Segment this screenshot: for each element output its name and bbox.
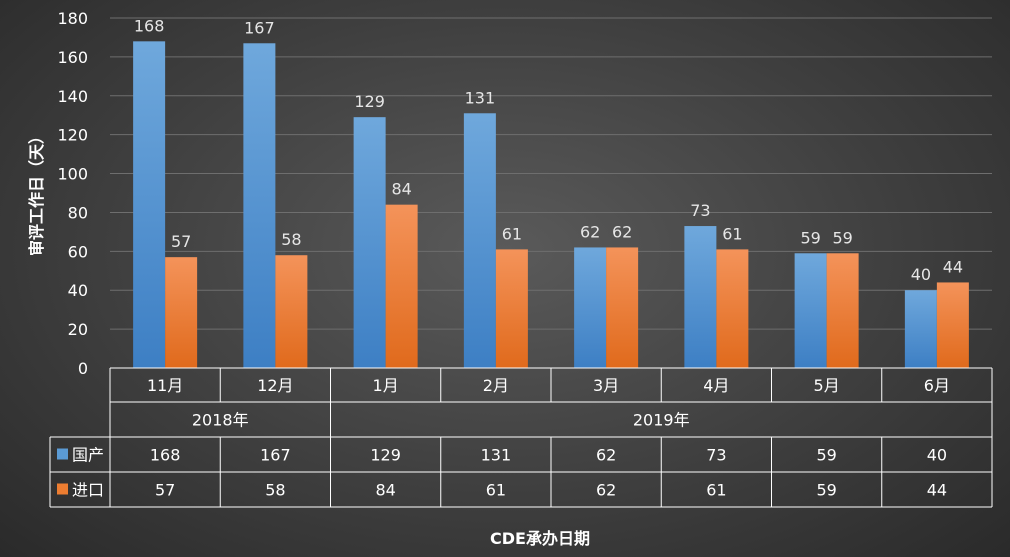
bar bbox=[243, 43, 276, 369]
y-tick-label: 20 bbox=[68, 320, 88, 339]
y-tick-label: 180 bbox=[57, 9, 88, 28]
bar bbox=[133, 41, 166, 368]
y-axis: 0 20 40 60 80 100 120 140 160 180 bbox=[57, 9, 88, 378]
category-label: 11月 bbox=[147, 376, 183, 395]
bar bbox=[904, 290, 937, 368]
category-label: 12月 bbox=[257, 376, 293, 395]
bar bbox=[385, 204, 418, 368]
data-label: 61 bbox=[502, 224, 522, 243]
bar bbox=[353, 117, 386, 369]
category-label: 2月 bbox=[483, 376, 509, 395]
table-cell: 40 bbox=[927, 446, 947, 465]
data-labels: 168 57 167 58 129 84 131 61 62 62 73 61 59 59 40 44 bbox=[134, 16, 963, 284]
data-label: 62 bbox=[580, 222, 600, 241]
table-cell: 59 bbox=[816, 446, 836, 465]
gridlines bbox=[110, 17, 992, 330]
table-cell: 73 bbox=[706, 446, 726, 465]
data-label: 40 bbox=[911, 265, 931, 284]
bar bbox=[606, 247, 639, 368]
data-label: 59 bbox=[800, 228, 820, 247]
category-label: 3月 bbox=[593, 376, 619, 395]
data-label: 59 bbox=[832, 228, 852, 247]
y-tick-label: 100 bbox=[57, 165, 88, 184]
table-cell: 57 bbox=[155, 481, 175, 500]
legend-key bbox=[57, 483, 68, 495]
table-cell: 61 bbox=[706, 481, 726, 500]
bar bbox=[275, 255, 308, 368]
data-label: 167 bbox=[244, 18, 275, 37]
y-tick-label: 120 bbox=[57, 126, 88, 145]
table-cell: 62 bbox=[596, 481, 616, 500]
table-cell: 131 bbox=[481, 446, 512, 465]
table-cell: 129 bbox=[370, 446, 401, 465]
bar bbox=[463, 113, 496, 369]
table-cell: 168 bbox=[150, 446, 181, 465]
category-label: 4月 bbox=[703, 376, 729, 395]
data-label: 58 bbox=[281, 230, 301, 249]
x-axis-title: CDE承办日期 bbox=[490, 529, 590, 548]
data-label: 73 bbox=[690, 201, 710, 220]
legend-key bbox=[57, 448, 68, 460]
data-label: 44 bbox=[943, 257, 963, 276]
bar bbox=[794, 253, 827, 368]
bar bbox=[716, 249, 749, 368]
group-label: 2019年 bbox=[633, 411, 690, 430]
category-label: 1月 bbox=[373, 376, 399, 395]
y-tick-label: 40 bbox=[68, 281, 88, 300]
y-axis-title: 审评工作日（天） bbox=[27, 128, 46, 256]
data-label: 131 bbox=[465, 88, 496, 107]
bar bbox=[574, 247, 607, 368]
bar bbox=[684, 226, 717, 368]
category-label: 5月 bbox=[814, 376, 840, 395]
bar bbox=[826, 253, 859, 368]
bar bbox=[936, 282, 969, 368]
data-label: 57 bbox=[171, 232, 191, 251]
y-tick-label: 60 bbox=[68, 242, 88, 261]
data-label: 84 bbox=[391, 180, 411, 199]
data-label: 62 bbox=[612, 222, 632, 241]
bar bbox=[495, 249, 528, 368]
table-cell: 84 bbox=[375, 481, 395, 500]
y-tick-label: 80 bbox=[68, 203, 88, 222]
bars bbox=[133, 41, 969, 369]
y-tick-label: 0 bbox=[78, 359, 88, 378]
table-cell: 44 bbox=[927, 481, 947, 500]
data-label: 129 bbox=[354, 92, 385, 111]
table-cell: 59 bbox=[816, 481, 836, 500]
y-tick-label: 140 bbox=[57, 87, 88, 106]
category-label: 6月 bbox=[924, 376, 950, 395]
table-cell: 61 bbox=[486, 481, 506, 500]
bar bbox=[165, 257, 198, 368]
y-tick-label: 160 bbox=[57, 48, 88, 67]
table-cell: 58 bbox=[265, 481, 285, 500]
group-label: 2018年 bbox=[192, 411, 249, 430]
table-cell: 167 bbox=[260, 446, 291, 465]
series-name: 进口 bbox=[72, 481, 104, 500]
table-cell: 62 bbox=[596, 446, 616, 465]
data-label: 168 bbox=[134, 16, 165, 35]
data-label: 61 bbox=[722, 224, 742, 243]
series-name: 国产 bbox=[72, 446, 104, 465]
